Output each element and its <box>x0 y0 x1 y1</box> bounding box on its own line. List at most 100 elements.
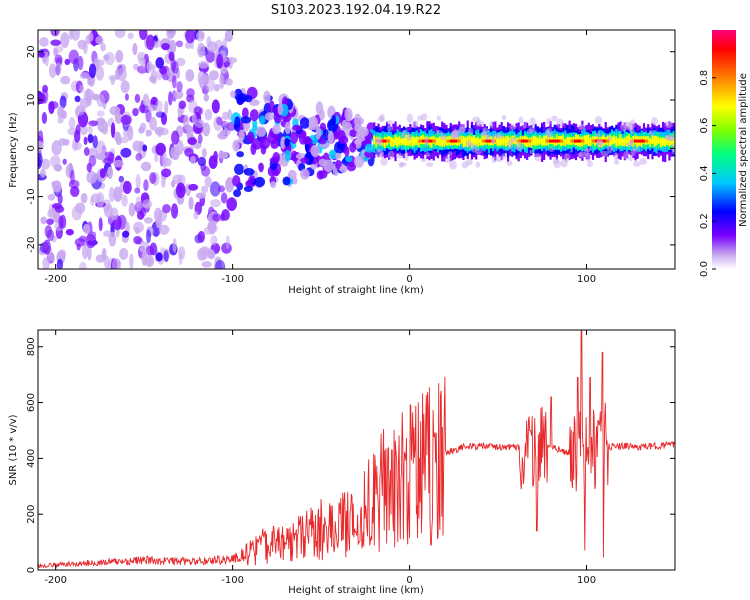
transition-blob <box>246 131 255 144</box>
noise-blob <box>103 230 112 237</box>
noise-blob <box>114 30 126 39</box>
noise-blob <box>87 133 94 144</box>
noise-blob <box>74 107 85 116</box>
transition-blob <box>270 181 277 189</box>
noise-blob <box>162 203 171 214</box>
noise-blob <box>78 235 87 243</box>
transition-blob <box>280 136 286 150</box>
halo-blob <box>595 140 603 146</box>
hotspot-cell <box>556 139 561 143</box>
noise-blob <box>158 224 170 235</box>
halo-blob <box>533 153 542 162</box>
noise-blob <box>201 147 207 158</box>
transition-blob <box>319 109 325 121</box>
x-tick-label: -200 <box>44 274 67 285</box>
transition-blob <box>252 120 258 128</box>
noise-blob <box>117 67 127 82</box>
noise-blob <box>68 116 76 130</box>
noise-blob <box>87 147 98 158</box>
hotspot-cell <box>460 139 466 143</box>
transition-blob <box>353 155 365 168</box>
hotspot-cell <box>545 139 551 143</box>
noise-blob <box>209 181 221 197</box>
noise-blob <box>136 210 145 220</box>
noise-blob <box>83 136 88 145</box>
noise-blob <box>195 192 206 199</box>
transition-blob <box>332 131 340 140</box>
noise-blob <box>198 60 209 69</box>
noise-blob <box>227 56 238 64</box>
transition-blob <box>300 157 310 164</box>
hotspot-cell <box>517 139 522 143</box>
halo-blob <box>395 153 404 159</box>
hotspot-cell <box>570 139 575 143</box>
hotspot-cell <box>418 139 423 143</box>
transition-blob <box>335 152 342 160</box>
x-tick-label: -100 <box>221 575 244 586</box>
noise-blob <box>80 192 88 204</box>
transition-blob <box>259 136 266 144</box>
noise-blob <box>204 176 212 188</box>
noise-blob <box>114 112 122 124</box>
halo-blob <box>564 152 570 163</box>
noise-blob <box>194 118 205 128</box>
noise-blob <box>171 61 179 75</box>
noise-blob <box>110 122 116 138</box>
hotspot-cell <box>499 139 505 143</box>
hotspot-cell <box>453 139 459 143</box>
halo-blob <box>491 156 497 163</box>
colorbar: 0.0 0.2 0.4 0.6 0.8 Normalized spectral ampl… <box>699 30 749 277</box>
hotspot-cell <box>616 139 621 143</box>
y-tick-label: 0 <box>26 567 37 573</box>
noise-blob <box>97 59 105 66</box>
transition-blob <box>272 133 280 141</box>
halo-blob <box>664 120 673 128</box>
noise-blob <box>60 75 71 85</box>
noise-blob <box>71 30 81 41</box>
noise-blob <box>120 114 132 126</box>
colorbar-tick-label: 0.8 <box>699 70 710 86</box>
noise-blob <box>41 111 48 124</box>
hotspot-cell <box>619 139 625 143</box>
noise-blob <box>61 110 67 120</box>
noise-blob <box>70 169 75 185</box>
noise-blob <box>132 107 139 117</box>
y-tick-label: 200 <box>26 505 37 524</box>
noise-blob <box>164 100 169 115</box>
noise-blob <box>115 135 123 146</box>
transition-blob <box>341 119 348 128</box>
halo-blob <box>527 128 533 134</box>
transition-blob <box>284 121 291 134</box>
noise-blob <box>82 223 91 234</box>
noise-blob <box>40 216 47 225</box>
halo-blob <box>458 126 466 134</box>
noise-blob <box>108 186 115 203</box>
noise-blob <box>155 57 165 69</box>
noise-blob <box>50 39 62 46</box>
noise-blob <box>188 183 199 191</box>
halo-blob <box>465 139 472 148</box>
halo-blob <box>529 117 536 127</box>
hotspot-cell <box>411 139 416 143</box>
transition-blob <box>236 151 245 158</box>
noise-blob <box>100 42 106 52</box>
noise-blob <box>141 56 146 70</box>
halo-blob <box>522 121 527 129</box>
noise-blob <box>222 37 228 49</box>
transition-blob <box>337 130 346 143</box>
noise-blob <box>42 84 49 93</box>
noise-blob <box>75 124 81 135</box>
hotspot-cell <box>404 139 409 143</box>
noise-blob <box>188 196 194 210</box>
noise-blob <box>185 69 195 82</box>
hotspot-cell <box>471 139 476 143</box>
noise-blob <box>48 101 55 115</box>
y-tick-label: 600 <box>26 393 37 412</box>
hotspot-cell <box>658 139 664 143</box>
noise-blob <box>187 137 197 146</box>
snr-line <box>38 330 675 569</box>
halo-blob <box>496 133 504 140</box>
y-tick-label: 20 <box>26 45 37 58</box>
halo-blob <box>379 113 385 122</box>
transition-blob <box>346 162 357 172</box>
